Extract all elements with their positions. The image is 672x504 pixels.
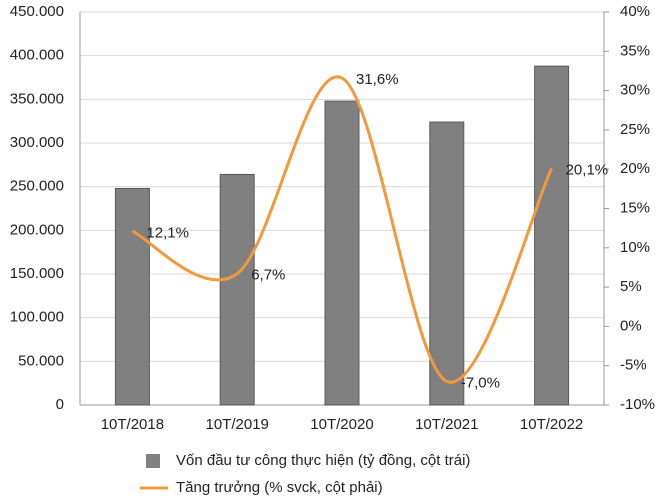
legend-swatch	[146, 454, 160, 468]
y2-tick-label: 35%	[620, 42, 650, 59]
y-tick-label: 300.000	[10, 134, 64, 151]
legend-label: Vốn đầu tư công thực hiện (tỷ đồng, cột …	[176, 452, 470, 469]
y-tick-label: 250.000	[10, 178, 64, 195]
data-label: 31,6%	[356, 71, 399, 88]
y2-tick-label: 5%	[620, 278, 642, 295]
bar	[219, 173, 255, 406]
bar	[324, 100, 360, 406]
bar	[534, 65, 570, 406]
y2-tick-label: 0%	[620, 317, 642, 334]
data-label: 12,1%	[146, 224, 189, 241]
bar	[429, 121, 465, 406]
data-label: 6,7%	[251, 267, 285, 284]
y2-tick-label: 30%	[620, 82, 650, 99]
y-tick-label: 350.000	[10, 90, 64, 107]
y-tick-label: 400.000	[10, 47, 64, 64]
y-tick-label: 200.000	[10, 221, 64, 238]
x-tick-label: 10T/2022	[520, 416, 583, 433]
x-tick-label: 10T/2018	[101, 416, 164, 433]
y2-tick-label: 10%	[620, 239, 650, 256]
x-tick-label: 10T/2021	[415, 416, 478, 433]
y2-tick-label: 15%	[620, 199, 650, 216]
y-tick-label: 450.000	[10, 3, 64, 20]
y-tick-label: 100.000	[10, 309, 64, 326]
y-tick-label: 0	[56, 396, 64, 413]
y2-tick-label: 20%	[620, 160, 650, 177]
y2-tick-label: -10%	[620, 396, 655, 413]
y2-tick-label: -5%	[620, 357, 647, 374]
data-label: 20,1%	[566, 161, 609, 178]
y2-tick-label: 25%	[620, 121, 650, 138]
bar	[114, 187, 150, 406]
line	[131, 75, 553, 384]
y-tick-label: 150.000	[10, 265, 64, 282]
y2-tick-label: 40%	[620, 3, 650, 20]
legend-label: Tăng trưởng (% svck, cột phải)	[176, 479, 383, 496]
y-tick-label: 50.000	[18, 352, 64, 369]
data-label: -7,0%	[461, 374, 500, 391]
x-tick-label: 10T/2020	[310, 416, 373, 433]
x-tick-label: 10T/2019	[206, 416, 269, 433]
